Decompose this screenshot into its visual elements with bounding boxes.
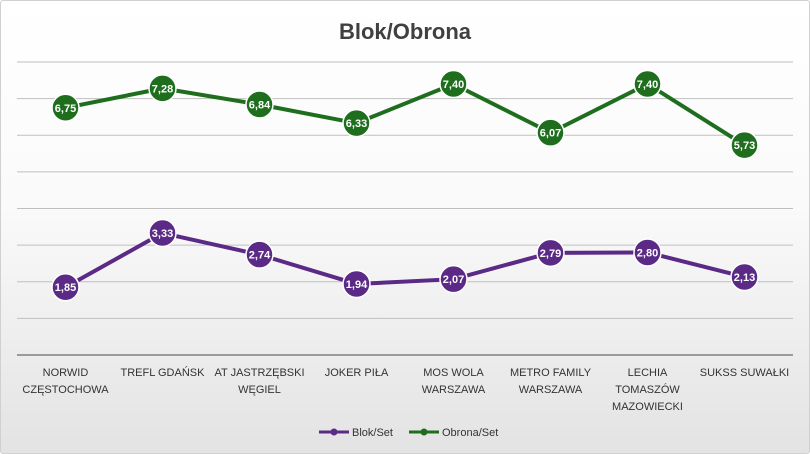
data-point <box>439 69 468 99</box>
legend-item: Blok/Set <box>319 427 393 439</box>
legend-marker <box>420 428 428 436</box>
legend-label: Obrona/Set <box>442 427 498 439</box>
data-point <box>245 90 274 119</box>
data-label: 6,75 <box>55 103 76 115</box>
data-label: 7,40 <box>443 79 464 91</box>
data-point <box>633 69 662 99</box>
data-label: 2,74 <box>249 250 271 262</box>
data-label: 6,33 <box>346 118 367 130</box>
category-axis-labels: NORWID CZĘSTOCHOWA TREFL GDAŃSK AT JASTRZĘB… <box>22 366 789 413</box>
data-label: 1,94 <box>346 279 368 291</box>
series-line <box>64 231 745 289</box>
data-label: 1,85 <box>55 282 76 294</box>
category-label: AT JASTRZĘBSKI WĘGIEL <box>214 367 304 396</box>
data-label: 7,40 <box>637 79 658 91</box>
legend: Blok/Set Obrona/Set <box>319 427 498 439</box>
data-label: 7,28 <box>152 83 173 95</box>
data-point <box>148 74 177 103</box>
series-blok-set: 1,85 3,33 2,74 1,94 2,07 2,79 2,80 2,13 <box>51 218 759 302</box>
legend-item: Obrona/Set <box>409 427 498 439</box>
series-lines: 1,85 3,33 2,74 1,94 2,07 2,79 2,80 2,13 6,75 7,28… <box>51 69 759 302</box>
data-point <box>633 238 662 267</box>
data-point <box>245 240 274 269</box>
gridlines <box>17 61 793 356</box>
category-label: METRO FAMILY WARSZAWA <box>510 367 592 396</box>
data-point <box>730 262 759 292</box>
data-label: 2,13 <box>734 272 755 284</box>
data-label: 3,33 <box>152 228 173 240</box>
data-point <box>730 130 759 160</box>
data-point <box>51 93 80 123</box>
category-label: LECHIA TOMASZÓW MAZOWIECKI <box>612 367 683 413</box>
series-obrona-set: 6,75 7,28 6,84 6,33 7,40 6,07 7,40 5,73 <box>51 69 759 160</box>
data-label: 6,84 <box>249 99 271 111</box>
data-point <box>536 118 565 147</box>
data-label: 2,07 <box>443 274 464 286</box>
data-point <box>342 108 371 138</box>
series-line <box>65 81 746 147</box>
data-point <box>51 272 80 302</box>
legend-label: Blok/Set <box>352 427 393 439</box>
data-point <box>439 264 468 294</box>
legend-marker <box>330 428 338 436</box>
category-label: NORWID CZĘSTOCHOWA <box>22 367 109 396</box>
data-label: 6,07 <box>540 128 561 140</box>
data-point <box>536 238 565 268</box>
category-label: MOS WOLA WARSZAWA <box>422 367 486 396</box>
data-label: 2,79 <box>540 248 561 260</box>
data-label: 5,73 <box>734 140 755 152</box>
category-label: JOKER PIŁA <box>325 367 389 379</box>
chart-title: Blok/Obrona <box>339 19 472 44</box>
data-point <box>342 269 371 299</box>
data-label: 2,80 <box>637 247 658 259</box>
category-label: TREFL GDAŃSK <box>121 366 206 379</box>
category-label: SUKSS SUWAŁKI <box>700 367 789 379</box>
data-point <box>148 218 177 248</box>
